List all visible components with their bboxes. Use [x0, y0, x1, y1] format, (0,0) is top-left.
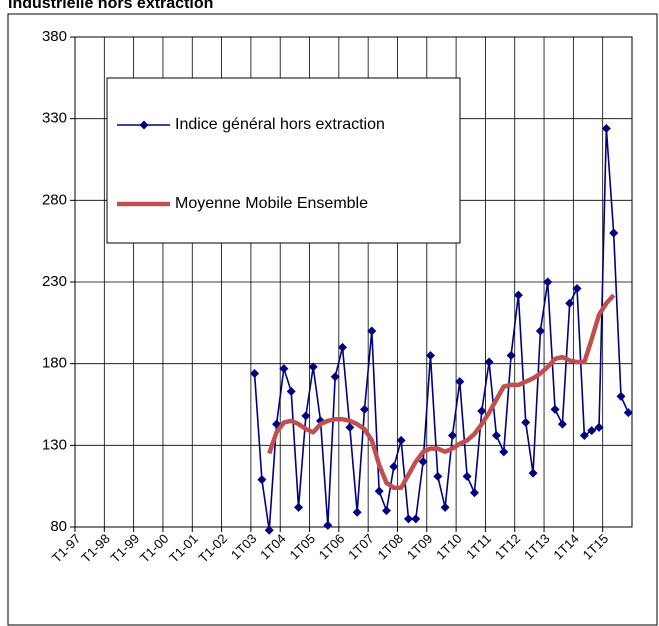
- data-point: [323, 520, 333, 530]
- data-point: [440, 502, 450, 512]
- y-tick-label: 380: [42, 28, 67, 45]
- data-point: [572, 284, 582, 294]
- chart-title: Industrielle hors extraction: [8, 0, 213, 12]
- data-point: [308, 362, 318, 372]
- data-point: [345, 422, 355, 432]
- data-point: [506, 351, 516, 360]
- legend-label: Moyenne Mobile Ensemble: [175, 195, 368, 212]
- data-point: [557, 419, 567, 429]
- data-point: [594, 422, 604, 432]
- data-point: [455, 377, 465, 387]
- data-point: [250, 368, 260, 378]
- data-point: [550, 404, 560, 414]
- data-point: [257, 475, 267, 485]
- y-tick-label: 130: [42, 436, 67, 453]
- y-tick-label: 280: [42, 191, 67, 208]
- data-point: [462, 471, 472, 481]
- data-point: [601, 123, 611, 133]
- data-point: [338, 342, 348, 352]
- data-point: [403, 514, 413, 524]
- data-point: [535, 326, 545, 336]
- data-point: [279, 364, 289, 374]
- legend-box: [106, 77, 461, 244]
- y-tick-label: 330: [42, 110, 67, 127]
- data-point: [499, 447, 509, 457]
- data-point: [425, 351, 435, 360]
- data-point: [623, 408, 633, 418]
- data-point: [513, 290, 523, 300]
- data-point: [528, 468, 538, 478]
- data-point: [491, 431, 501, 441]
- data-point: [264, 525, 274, 535]
- data-point: [587, 426, 597, 436]
- data-point: [521, 417, 531, 427]
- data-point: [477, 406, 487, 416]
- y-tick-label: 180: [42, 355, 67, 372]
- data-point: [396, 435, 406, 445]
- legend-marker: [139, 120, 149, 130]
- data-point: [330, 372, 340, 382]
- y-tick-label: 80: [50, 518, 67, 535]
- data-point: [579, 431, 589, 441]
- data-point: [484, 357, 494, 367]
- data-point: [609, 228, 619, 238]
- y-tick-label: 230: [42, 273, 67, 290]
- legend-label: Indice général hors extraction: [175, 116, 385, 133]
- data-point: [447, 431, 457, 441]
- data-point: [294, 502, 304, 512]
- data-point: [616, 391, 626, 401]
- data-point: [301, 411, 311, 421]
- data-point: [469, 488, 479, 498]
- series-line: [267, 293, 616, 491]
- series-line: [253, 127, 630, 532]
- data-point: [367, 326, 377, 336]
- data-point: [418, 457, 428, 467]
- data-point: [374, 486, 384, 496]
- data-point: [389, 462, 399, 472]
- data-point: [565, 298, 575, 308]
- data-point: [352, 507, 362, 517]
- data-point: [381, 506, 391, 516]
- data-point: [433, 471, 443, 481]
- data-point: [286, 386, 296, 396]
- data-point: [359, 404, 369, 414]
- data-point: [543, 277, 553, 287]
- data-point: [411, 514, 421, 524]
